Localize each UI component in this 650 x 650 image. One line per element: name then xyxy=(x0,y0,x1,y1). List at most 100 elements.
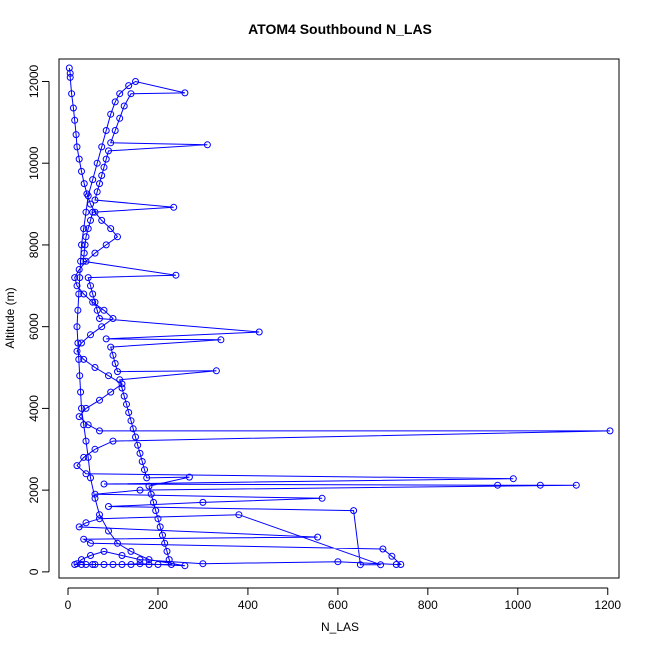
data-point xyxy=(66,73,74,81)
data-point xyxy=(102,127,110,134)
x-axis: 0 200 400 600 800 1000 1200 xyxy=(65,587,621,612)
data-point xyxy=(118,561,126,568)
data-point xyxy=(100,306,108,314)
data-point xyxy=(84,274,92,282)
data-point xyxy=(89,176,97,184)
data-point xyxy=(161,539,169,547)
y-tick-label: 12000 xyxy=(27,64,41,98)
data-point xyxy=(73,462,81,470)
data-point xyxy=(91,445,99,453)
data-point xyxy=(89,561,97,568)
data-point xyxy=(105,147,112,155)
data-point xyxy=(120,392,128,400)
data-point xyxy=(116,90,124,98)
data-point xyxy=(87,474,94,482)
data-point xyxy=(509,475,517,483)
data-point xyxy=(84,453,92,461)
data-point xyxy=(143,474,151,482)
data-point xyxy=(82,404,90,412)
data-point xyxy=(314,533,322,541)
data-point xyxy=(87,552,94,559)
data-point xyxy=(145,556,153,564)
x-tick-label: 800 xyxy=(418,598,438,612)
data-point xyxy=(91,196,99,204)
data-point xyxy=(377,561,385,569)
data-point xyxy=(145,482,153,490)
y-axis: 0 2000 4000 6000 8000 10000 12000 xyxy=(27,64,50,575)
data-point xyxy=(181,562,189,570)
data-point xyxy=(163,547,171,555)
data-point xyxy=(154,561,162,568)
data-point xyxy=(93,188,101,196)
data-point xyxy=(145,561,153,568)
data-point xyxy=(82,233,90,241)
x-tick-label: 0 xyxy=(65,598,72,612)
data-point xyxy=(75,523,83,531)
data-point xyxy=(118,384,126,392)
data-point xyxy=(82,257,90,265)
data-point xyxy=(154,515,162,523)
data-point xyxy=(91,298,99,306)
data-point xyxy=(75,413,83,421)
data-point xyxy=(127,561,135,568)
data-point xyxy=(572,481,580,489)
data-point xyxy=(181,89,189,97)
data-point xyxy=(494,481,502,489)
data-point xyxy=(109,315,117,322)
data-point xyxy=(87,200,94,208)
data-point xyxy=(141,466,148,474)
x-tick-label: 200 xyxy=(148,598,168,612)
data-point xyxy=(100,547,108,555)
data-point xyxy=(84,225,92,233)
y-tick-label: 4000 xyxy=(27,395,41,422)
data-point xyxy=(75,266,83,273)
data-point xyxy=(83,190,91,198)
data-point xyxy=(127,90,135,98)
data-point xyxy=(156,523,164,531)
data-point xyxy=(111,360,119,367)
data-point xyxy=(91,364,99,371)
data-point xyxy=(102,155,110,163)
data-point xyxy=(136,560,144,568)
data-point xyxy=(107,225,115,233)
data-point xyxy=(105,503,112,510)
data-point xyxy=(82,437,90,445)
data-point xyxy=(127,417,135,425)
data-point xyxy=(107,343,115,351)
y-tick-label: 6000 xyxy=(27,313,41,340)
data-point xyxy=(118,552,126,559)
data-point xyxy=(93,306,101,314)
data-point xyxy=(100,480,108,488)
data-point xyxy=(96,180,103,188)
data-point xyxy=(136,486,144,494)
data-point xyxy=(235,511,243,519)
data-point xyxy=(91,490,99,498)
plot-area xyxy=(65,64,614,570)
data-point xyxy=(120,102,128,110)
data-point xyxy=(114,539,121,547)
data-point xyxy=(397,561,405,568)
data-point xyxy=(75,355,83,363)
data-point xyxy=(388,552,396,560)
data-point xyxy=(114,368,121,376)
data-point xyxy=(109,351,117,359)
data-point xyxy=(87,216,94,224)
data-point xyxy=(118,380,126,388)
data-point xyxy=(82,470,90,478)
data-point xyxy=(87,331,94,339)
data-point xyxy=(77,388,85,396)
data-point xyxy=(69,104,77,112)
data-point xyxy=(98,172,106,179)
data-point xyxy=(82,561,90,568)
data-point xyxy=(107,110,115,118)
data-point xyxy=(89,208,97,216)
data-point xyxy=(102,335,110,343)
data-point xyxy=(78,561,85,568)
y-tick-label: 10000 xyxy=(27,146,41,180)
data-point xyxy=(132,78,139,85)
data-point xyxy=(185,473,193,481)
x-tick-label: 600 xyxy=(328,598,348,612)
data-point xyxy=(100,561,108,568)
data-point xyxy=(91,494,99,502)
data-point xyxy=(350,507,358,515)
